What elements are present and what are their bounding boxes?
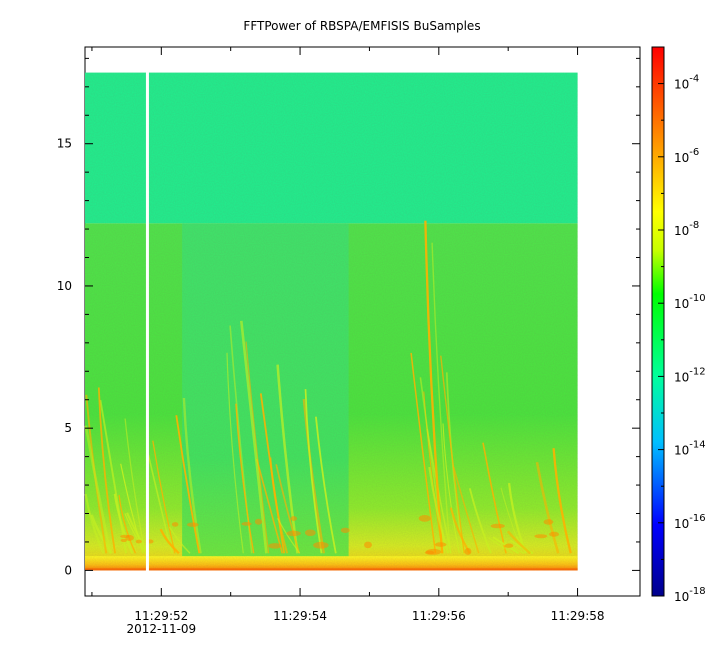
burst	[364, 541, 372, 549]
chorus-streak	[277, 518, 301, 554]
chorus-streak	[118, 494, 136, 554]
burst	[135, 539, 142, 544]
chorus-streak	[315, 416, 337, 554]
burst	[186, 522, 199, 527]
noise-texture	[85, 72, 578, 571]
chorus-streak	[235, 403, 255, 554]
burst	[290, 516, 298, 521]
chorus-streak	[431, 242, 452, 554]
y-tick-label: 10	[57, 279, 72, 293]
y-tick-label: 15	[57, 137, 72, 151]
data-gap	[145, 71, 149, 572]
colorbar-tick-label: 10-8	[674, 220, 699, 238]
burst	[464, 548, 472, 555]
chorus-streak	[535, 461, 560, 554]
x-axis: 11:29:52 11:29:54 11:29:56 11:29:58 2012-11-…	[91, 47, 605, 636]
chorus-streak	[84, 425, 112, 554]
burst	[304, 529, 316, 537]
x-tick-label: 11:29:58	[551, 609, 605, 623]
chorus-streak	[152, 440, 176, 554]
burst	[120, 534, 130, 538]
chorus-streak	[168, 526, 191, 554]
chorus-streak	[452, 466, 480, 554]
colorbar-tick-label: 10-18	[674, 586, 706, 604]
colorbar-tick-label: 10-10	[674, 293, 706, 311]
chorus-streak	[503, 541, 525, 555]
colorbar-tick-label: 10-16	[674, 513, 706, 531]
colorbar-tick-label: 10-14	[674, 440, 706, 458]
x-tick-label: 11:29:54	[273, 609, 327, 623]
chorus-streak	[226, 352, 244, 554]
chorus-streaks	[84, 220, 572, 555]
burst	[504, 543, 514, 548]
spectrogram-image	[84, 71, 578, 572]
chart-title: FFTPower of RBSPA/EMFISIS BuSamples	[243, 19, 480, 33]
burst	[286, 530, 301, 537]
chorus-streak	[97, 387, 116, 554]
chorus-streak	[182, 397, 202, 554]
colorbar-tick-label: 10-12	[674, 366, 706, 384]
chorus-streak	[259, 393, 286, 554]
chorus-streak	[245, 341, 270, 554]
chorus-streak	[442, 423, 460, 554]
colorbar	[651, 46, 665, 597]
burst	[171, 522, 179, 527]
chorus-streak	[488, 537, 514, 554]
y-tick-label: 5	[64, 421, 72, 435]
colorbar-tick-label: 10-6	[674, 147, 699, 165]
y-axis: 0 5 10 15	[57, 57, 640, 577]
chorus-streak	[552, 448, 572, 554]
burst	[543, 519, 554, 525]
x-date-label: 2012-11-09	[126, 622, 196, 636]
chorus-streak	[468, 488, 492, 554]
y-tick-label: 0	[64, 563, 72, 577]
burst	[425, 548, 442, 555]
burst	[120, 538, 127, 543]
burst	[340, 527, 350, 533]
chorus-streak	[424, 220, 444, 554]
chorus-streak	[240, 320, 268, 554]
chorus-streak	[159, 528, 180, 555]
burst	[418, 514, 431, 522]
chorus-streak	[302, 398, 326, 554]
burst	[534, 534, 548, 539]
chorus-streak	[410, 352, 437, 554]
burst	[490, 523, 505, 529]
burst	[254, 518, 263, 525]
chorus-streak	[440, 355, 465, 554]
chorus-streak	[275, 464, 301, 554]
colorbar-tick-label: 10-4	[674, 74, 699, 92]
chorus-streak	[482, 442, 507, 554]
x-tick-label: 11:29:52	[134, 609, 188, 623]
chorus-streak	[506, 530, 532, 555]
burst	[268, 543, 282, 549]
colorbar-axis: 10-4 10-6 10-8 10-10 10-12 10-14 10-16 10-18	[658, 46, 706, 604]
chorus-streak	[304, 389, 323, 554]
chorus-streak	[124, 513, 147, 554]
burst	[434, 542, 447, 547]
burst	[549, 531, 560, 537]
x-tick-label: 11:29:56	[412, 609, 466, 623]
burst	[241, 521, 252, 526]
chorus-streak	[175, 415, 201, 554]
chorus-streak	[124, 418, 146, 554]
chorus-streak	[84, 493, 105, 554]
burst	[313, 541, 329, 549]
